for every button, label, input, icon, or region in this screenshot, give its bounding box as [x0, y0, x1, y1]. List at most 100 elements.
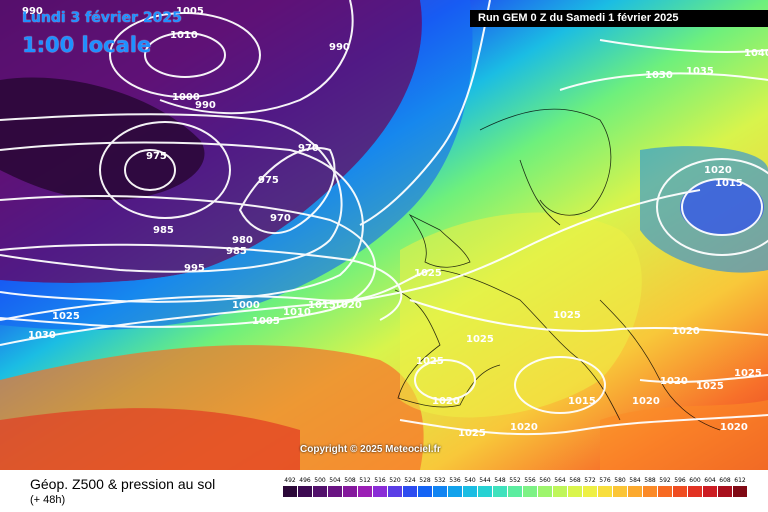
chart-title: Géop. Z500 & pression au sol — [30, 476, 216, 492]
scale-label: 532 — [434, 477, 446, 484]
scale-swatch — [388, 486, 402, 497]
isobar-label: 1000 — [172, 92, 200, 103]
scale-swatch — [673, 486, 687, 497]
isobar-label: 1020 — [510, 422, 538, 433]
ridge-area — [400, 212, 642, 418]
scale-label: 504 — [329, 477, 341, 484]
scale-label: 544 — [479, 477, 491, 484]
scale-swatch — [538, 486, 552, 497]
isobar-label: 1005 — [252, 316, 280, 327]
isobar-label: 975 — [146, 151, 167, 162]
isobar-label: 1015 — [308, 300, 336, 311]
isobar-label: 995 — [184, 263, 205, 274]
blue-band — [0, 0, 473, 330]
isobar-label: 970 — [298, 143, 319, 154]
scale-label: 556 — [524, 477, 536, 484]
isobar-label: 975 — [258, 175, 279, 186]
scale-label: 592 — [659, 477, 671, 484]
isobar-label: 1020 — [720, 422, 748, 433]
isobar-label: 1030 — [645, 70, 673, 81]
isobar-label: 1025 — [52, 311, 80, 322]
scale-swatch — [613, 486, 627, 497]
isobar-label: 1025 — [458, 428, 486, 439]
scale-swatch — [343, 486, 357, 497]
scale-label: 508 — [344, 477, 356, 484]
hot-area — [0, 408, 300, 470]
forecast-offset: (+ 48h) — [30, 494, 66, 506]
copyright-text: Copyright © 2025 Meteociel.fr — [300, 444, 441, 455]
isobar-label: 1020 — [334, 300, 362, 311]
scale-label: 500 — [314, 477, 326, 484]
isobar-label: 1020 — [672, 326, 700, 337]
scale-swatch — [523, 486, 537, 497]
scale-label: 608 — [719, 477, 731, 484]
scale-swatch — [688, 486, 702, 497]
scale-label: 596 — [674, 477, 686, 484]
valid-date: Lundi 3 février 2025 — [22, 10, 182, 26]
scale-swatch — [568, 486, 582, 497]
isobar-label: 1010 — [170, 30, 198, 41]
scale-label: 564 — [554, 477, 566, 484]
isobar-label: 970 — [270, 213, 291, 224]
run-banner: Run GEM 0 Z du Samedi 1 février 2025 — [470, 10, 768, 27]
scale-swatch — [448, 486, 462, 497]
scale-swatch — [478, 486, 492, 497]
scale-label: 496 — [299, 477, 311, 484]
scale-label: 580 — [614, 477, 626, 484]
isobar-label: 980 — [232, 235, 253, 246]
isobar-label: 1025 — [466, 334, 494, 345]
scale-swatch — [598, 486, 612, 497]
isobar-label: 1020 — [632, 396, 660, 407]
scale-swatch — [283, 486, 297, 497]
scale-swatch — [658, 486, 672, 497]
scale-label: 572 — [584, 477, 596, 484]
scale-label: 512 — [359, 477, 371, 484]
scale-swatch — [358, 486, 372, 497]
scale-label: 536 — [449, 477, 461, 484]
isobar-label: 985 — [226, 246, 247, 257]
isobar-label: 1015 — [715, 178, 743, 189]
isobar-label: 1040 — [744, 48, 768, 59]
isobar-label: 1035 — [686, 66, 714, 77]
scale-swatch — [733, 486, 747, 497]
scale-swatch — [583, 486, 597, 497]
scale-swatch — [493, 486, 507, 497]
scale-swatch — [418, 486, 432, 497]
scale-label: 560 — [539, 477, 551, 484]
scale-label: 540 — [464, 477, 476, 484]
east-low-core — [680, 179, 764, 235]
scale-swatch — [403, 486, 417, 497]
scale-swatch — [553, 486, 567, 497]
scale-swatch — [313, 486, 327, 497]
scale-swatch — [463, 486, 477, 497]
scale-swatch — [373, 486, 387, 497]
isobar-label: 1030 — [28, 330, 56, 341]
scale-label: 588 — [644, 477, 656, 484]
isobars — [0, 0, 768, 434]
scale-label: 600 — [689, 477, 701, 484]
scale-label: 524 — [404, 477, 416, 484]
scale-swatch — [628, 486, 642, 497]
scale-label: 584 — [629, 477, 641, 484]
scale-label: 576 — [599, 477, 611, 484]
trough-core — [0, 77, 205, 200]
isobar-label: 1000 — [232, 300, 260, 311]
scale-label: 516 — [374, 477, 386, 484]
isobar-label: 1005 — [176, 6, 204, 17]
isobar-label: 990 — [22, 6, 43, 17]
scale-label: 548 — [494, 477, 506, 484]
scale-swatch — [508, 486, 522, 497]
scale-label: 520 — [389, 477, 401, 484]
scale-label: 492 — [284, 477, 296, 484]
isobar-label: 1025 — [414, 268, 442, 279]
scale-swatch — [328, 486, 342, 497]
scale-label: 612 — [734, 477, 746, 484]
isobar-label: 1025 — [734, 368, 762, 379]
scale-swatch — [718, 486, 732, 497]
deep-trough-area — [0, 0, 422, 283]
scale-label: 528 — [419, 477, 431, 484]
isobar-label: 985 — [153, 225, 174, 236]
scale-swatch — [433, 486, 447, 497]
isobar-label: 1025 — [696, 381, 724, 392]
weather-map: 990 1005 1010 990 1000 990 975 970 975 9… — [0, 0, 768, 470]
